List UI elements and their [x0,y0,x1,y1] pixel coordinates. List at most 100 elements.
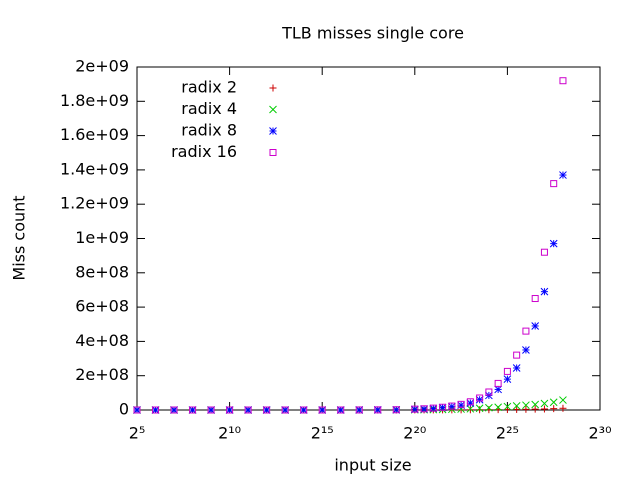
point [522,327,530,335]
point [503,375,512,383]
point [439,403,447,411]
x-tick-label: 2¹⁵ [311,424,334,443]
point [531,400,540,409]
point [475,404,484,413]
point [513,405,521,413]
legend-label: radix 2 [181,78,237,97]
point [244,406,252,414]
point [485,403,493,412]
point [531,322,540,330]
point [540,287,549,296]
y-tick-label: 1.8e+09 [60,91,129,110]
y-axis-label: Miss count [10,195,29,280]
y-tick-label: 1.2e+09 [60,194,129,213]
chart-title: TLB misses single core [281,24,464,43]
point [503,367,511,375]
point [337,406,345,414]
y-tick-label: 1.4e+09 [60,159,129,178]
point [531,405,539,413]
point [355,406,364,414]
point [336,406,345,414]
plot-border [136,66,601,411]
point [263,406,271,414]
point [189,406,197,414]
point [476,394,484,402]
point [466,399,475,407]
point [540,405,548,413]
point [152,406,160,414]
point [466,404,475,413]
x-tick-label: 2³⁰ [588,424,611,443]
y-tick-label: 6e+08 [75,297,129,316]
point [494,379,502,387]
legend-label: radix 8 [181,121,237,140]
y-tick-label: 0 [119,400,129,419]
point [151,406,160,414]
point [494,403,502,412]
point [392,406,400,414]
point [540,399,549,408]
point [457,405,465,413]
y-tick-label: 4e+08 [75,331,129,350]
point [374,406,382,414]
point [373,406,382,414]
point [299,406,308,414]
point [559,396,567,404]
point [133,406,141,414]
point [281,406,289,414]
point [318,406,327,414]
legend-marker [269,105,277,114]
y-tick-label: 1e+09 [75,228,129,247]
point [466,406,474,414]
point [503,402,512,411]
point [466,398,474,406]
point [531,295,539,303]
point [559,171,567,179]
point [281,406,290,414]
point [550,405,558,413]
point [170,406,178,414]
x-tick-label: 2²⁵ [496,424,519,443]
legend-marker [269,127,277,135]
point [513,351,521,359]
legend-marker [269,149,277,156]
point [226,406,234,414]
point [522,346,530,354]
legend-label: radix 4 [181,99,237,118]
y-tick-label: 2e+09 [75,57,129,76]
point [485,388,493,396]
x-tick-label: 2⁵ [129,424,146,443]
x-axis-label: input size [334,456,411,475]
point [207,406,215,414]
point [429,404,437,412]
point [475,395,484,404]
point [522,401,530,410]
point [300,406,308,414]
point [411,405,419,413]
point [262,406,271,414]
point [476,406,484,414]
point [420,405,428,413]
y-tick-label: 2e+08 [75,365,129,384]
point [207,406,215,414]
legend-marker [269,84,277,92]
point [448,402,456,410]
point [512,402,521,410]
x-tick-label: 2²⁰ [403,424,426,443]
point [522,405,530,413]
point [512,364,521,372]
point [170,406,178,414]
legend-label: radix 16 [171,142,237,161]
point [559,404,567,412]
point [244,406,252,414]
point [392,405,401,414]
point [457,400,465,408]
y-tick-label: 1.6e+09 [60,125,129,144]
y-tick-label: 8e+08 [75,262,129,281]
point [550,180,558,188]
point [494,385,502,394]
point [225,406,234,414]
point [549,239,558,248]
point [549,398,558,407]
